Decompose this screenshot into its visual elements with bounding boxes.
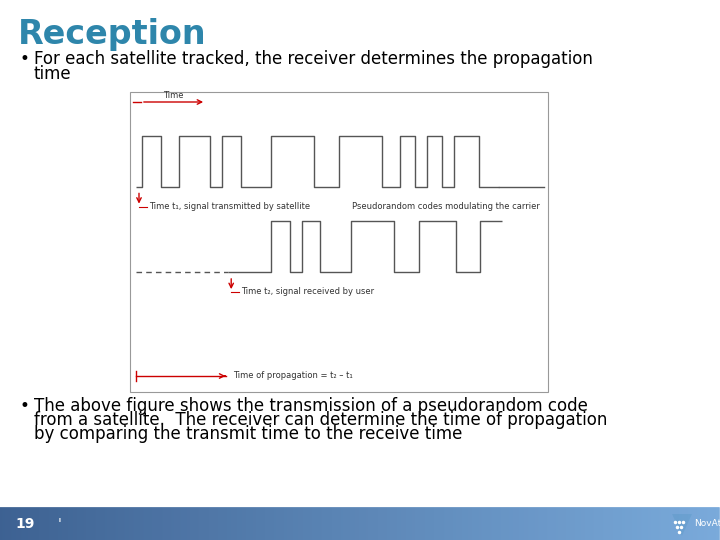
Bar (130, 92, 548, 392)
Text: from a satellite.  The receiver can determine the time of propagation: from a satellite. The receiver can deter… (34, 411, 608, 429)
Text: Time t₁, signal transmitted by satellite: Time t₁, signal transmitted by satellite (149, 202, 310, 211)
Polygon shape (672, 514, 692, 536)
Text: •: • (20, 50, 30, 68)
Text: The above figure shows the transmission of a pseudorandom code: The above figure shows the transmission … (34, 397, 588, 415)
Text: Reception: Reception (18, 18, 207, 51)
Text: time: time (34, 65, 71, 83)
Text: 19: 19 (15, 517, 35, 531)
Text: For each satellite tracked, the receiver determines the propagation: For each satellite tracked, the receiver… (34, 50, 593, 68)
Text: Time t₂, signal received by user: Time t₂, signal received by user (241, 287, 374, 296)
Text: •: • (20, 397, 30, 415)
Text: Time of propagation = t₂ – t₁: Time of propagation = t₂ – t₁ (233, 372, 353, 381)
Text: Time: Time (163, 91, 184, 100)
Text: by comparing the transmit time to the receive time: by comparing the transmit time to the re… (34, 425, 462, 443)
Text: ': ' (58, 517, 62, 531)
Text: NovAtel: NovAtel (694, 519, 720, 529)
Text: Pseudorandom codes modulating the carrier: Pseudorandom codes modulating the carrie… (351, 202, 539, 211)
